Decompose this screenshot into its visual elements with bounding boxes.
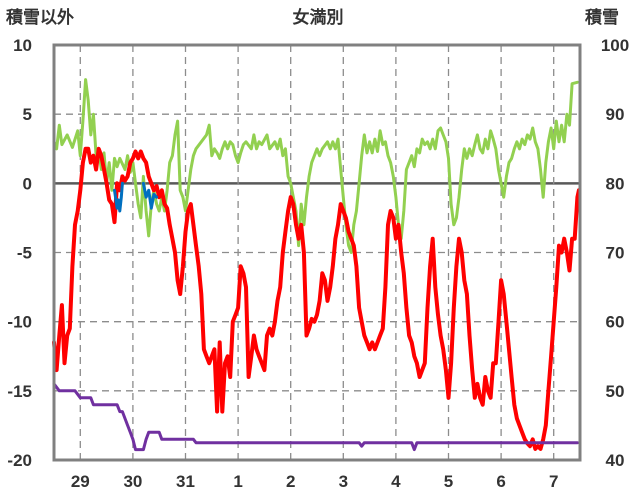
x-tick-label: 30 xyxy=(123,472,142,491)
x-tick-labels: 29 30 31 1 2 3 4 5 6 7 xyxy=(71,472,559,491)
series-blue-line xyxy=(141,181,159,210)
y-right-tick-label: 80 xyxy=(606,174,625,193)
x-tick-label: 29 xyxy=(71,472,90,491)
y-left-tick-label: -5 xyxy=(17,244,32,263)
y-left-tick-label: 0 xyxy=(23,174,32,193)
y-right-tick-label: 70 xyxy=(606,244,625,263)
chart-title: 女満別 xyxy=(293,7,344,28)
x-tick-label: 5 xyxy=(444,472,453,491)
series-purple-line xyxy=(52,382,579,452)
y-right-tick-label: 60 xyxy=(606,313,625,332)
y-right-tick-label: 100 xyxy=(601,36,629,55)
y-left-tick-label: -10 xyxy=(7,313,32,332)
y-right-tick-label: 90 xyxy=(606,105,625,124)
y-left-axis-title: 積雪以外 xyxy=(6,7,74,28)
x-tick-label: 4 xyxy=(391,472,401,491)
series-green-line xyxy=(52,78,579,254)
x-tick-label: 7 xyxy=(549,472,558,491)
y-right-tick-labels: 100 90 80 70 60 50 40 xyxy=(601,36,629,470)
x-tick-label: 6 xyxy=(496,472,505,491)
y-left-tick-label: -20 xyxy=(7,451,32,470)
y-right-axis-title: 積雪 xyxy=(585,7,619,28)
x-tick-label: 2 xyxy=(286,472,295,491)
series-red-line xyxy=(52,146,581,451)
x-tick-label: 31 xyxy=(176,472,195,491)
series-blue-line xyxy=(113,181,124,213)
y-right-tick-label: 40 xyxy=(606,451,625,470)
y-left-tick-label: 10 xyxy=(13,36,32,55)
y-left-tick-label: 5 xyxy=(23,105,32,124)
x-tick-label: 3 xyxy=(339,472,348,491)
series-group xyxy=(52,78,581,452)
y-right-tick-label: 50 xyxy=(606,382,625,401)
y-left-tick-label: -15 xyxy=(7,382,32,401)
y-left-tick-labels: 10 5 0 -5 -10 -15 -20 xyxy=(7,36,32,470)
plot-frame xyxy=(52,43,582,462)
x-tick-label: 1 xyxy=(233,472,242,491)
